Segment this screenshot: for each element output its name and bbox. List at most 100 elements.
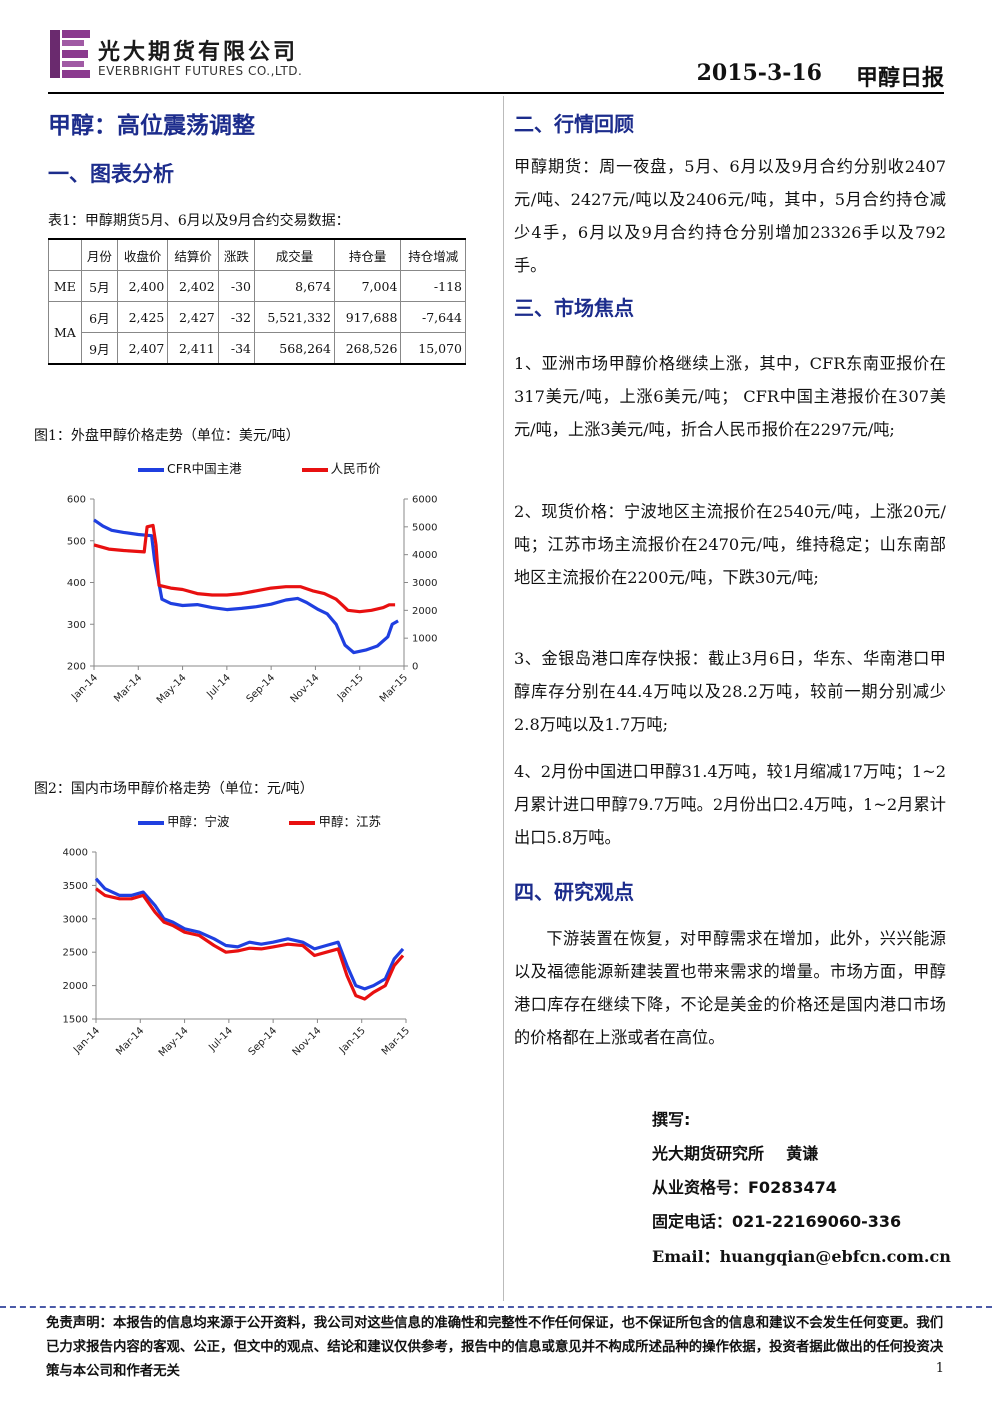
table-row: 9月 2,407 2,411 -34 568,264 268,526 15,07… xyxy=(49,332,466,365)
table-cell: 568,264 xyxy=(254,332,335,365)
x-tick-label: Mar-14 xyxy=(114,1025,146,1057)
legend-swatch xyxy=(301,467,328,472)
section-market-review: 二、行情回顾 xyxy=(514,112,634,136)
y-tick-label: 500 xyxy=(67,536,86,547)
author-org: 光大期货研究所 黄谦 xyxy=(652,1144,819,1163)
x-tick-label: Jul-14 xyxy=(206,1025,235,1054)
y-tick-label: 2000 xyxy=(63,981,88,992)
y-tick-label: 3500 xyxy=(63,881,88,892)
x-tick-label: Sep-14 xyxy=(245,672,278,705)
table-header: 收盘价 xyxy=(116,238,169,271)
series-line-blue xyxy=(94,877,405,991)
focus-item-3: 3、金银岛港口库存快报：截止3月6日，华东、华南港口甲醇库存分别在44.4万吨以… xyxy=(514,649,946,734)
author-label: 撰写: xyxy=(652,1110,691,1129)
report-name: 甲醇日报 xyxy=(855,66,944,91)
series-line-blue xyxy=(93,518,399,655)
page-number: 1 xyxy=(935,1361,944,1376)
company-name-cn: 光大期货有限公司 xyxy=(98,40,299,65)
table-cell: -7,644 xyxy=(400,301,466,333)
company-name-en: EVERBRIGHT FUTURES CO.,LTD. xyxy=(98,64,303,78)
x-tick-label: Nov-14 xyxy=(291,1025,324,1058)
table-cell: -118 xyxy=(400,270,466,302)
email-link[interactable]: Email：huangqian@ebfcn.com.cn xyxy=(652,1247,951,1266)
table-header: 涨跌 xyxy=(217,238,256,271)
header-rule xyxy=(48,92,944,94)
table-cell: 2,400 xyxy=(116,270,169,302)
table-cell: 2,411 xyxy=(167,332,219,365)
legend-swatch xyxy=(138,820,164,825)
y2-tick-label: 3000 xyxy=(412,578,437,589)
x-tick-label: Nov-14 xyxy=(289,672,322,705)
x-tick-label: Jul-14 xyxy=(204,672,233,701)
table-header: 持仓量 xyxy=(333,238,402,271)
table-cell: 268,526 xyxy=(333,332,402,365)
table-cell: 8,674 xyxy=(254,270,335,302)
y-tick-label: 600 xyxy=(67,495,86,506)
focus-item-4: 4、2月份中国进口甲醇31.4万吨，较1月缩减17万吨；1~2月累计进口甲醇79… xyxy=(514,762,946,847)
table-row: MA 6月 2,425 2,427 -32 5,521,332 917,688 … xyxy=(48,301,466,365)
table-header: 成交量 xyxy=(254,238,335,271)
legend-label: 甲醇：江苏 xyxy=(318,814,381,829)
x-tick-label: Mar-15 xyxy=(378,672,410,704)
footer-rule xyxy=(0,1306,992,1308)
table-caption: 表1：甲醇期货5月、6月以及9月合约交易数据： xyxy=(48,213,350,229)
group-label: MA xyxy=(48,301,82,365)
x-tick-label: May-14 xyxy=(157,1025,191,1059)
table-cell: -32 xyxy=(217,301,256,333)
table-cell: 2,425 xyxy=(116,301,169,333)
table-cell: 2,407 xyxy=(116,332,169,365)
disclaimer: 免责声明：本报告的信息均来源于公开资料，我公司对这些信息的准确性和完整性不作任何… xyxy=(46,1316,944,1379)
table-cell: -30 xyxy=(217,270,256,302)
section-research-view: 四、研究观点 xyxy=(514,880,634,904)
y-tick-label: 2500 xyxy=(63,948,88,959)
table-cell: 917,688 xyxy=(333,301,402,333)
y2-tick-label: 5000 xyxy=(412,522,437,533)
x-tick-label: Mar-14 xyxy=(112,672,144,704)
table-cell: 2,402 xyxy=(167,270,219,302)
x-tick-label: Jan-14 xyxy=(69,672,100,703)
x-tick-label: Jan-15 xyxy=(337,1025,368,1056)
x-tick-label: Jan-15 xyxy=(335,672,366,703)
y2-tick-label: 2000 xyxy=(412,606,437,617)
table-cell: 7,004 xyxy=(333,270,402,302)
phone-number: 固定电话：021-22169060-336 xyxy=(652,1212,902,1231)
view-paragraph: 下游装置在恢复，对甲醇需求在增加，此外，兴兴能源以及福德能源新建装置也带来需求的… xyxy=(514,929,946,1047)
legend-label: 人民币价 xyxy=(330,461,381,476)
table-header-row: 月份 收盘价 结算价 涨跌 成交量 持仓量 持仓增减 xyxy=(48,238,466,271)
y2-tick-label: 1000 xyxy=(412,634,437,645)
table-header: 月份 xyxy=(80,238,118,271)
y-tick-label: 300 xyxy=(67,620,86,631)
figure2-legend: 甲醇：宁波 甲醇：江苏 xyxy=(138,811,381,830)
group-label: ME xyxy=(48,270,82,302)
y-tick-label: 400 xyxy=(67,578,86,589)
report-title: 甲醇：高位震荡调整 xyxy=(48,112,255,139)
table-cell: 6月 xyxy=(80,301,118,333)
focus-item-2: 2、现货价格：宁波地区主流报价在2540元/吨，上涨20元/吨；江苏市场主流报价… xyxy=(514,502,946,587)
y2-tick-label: 6000 xyxy=(412,495,437,506)
section-market-focus: 三、市场焦点 xyxy=(514,296,634,320)
contract-data-table: 月份 收盘价 结算价 涨跌 成交量 持仓量 持仓增减 ME 5月 2,400 2… xyxy=(48,238,466,365)
table-cell: 5月 xyxy=(80,270,118,302)
table-cell: -34 xyxy=(217,332,256,365)
everbright-logo xyxy=(50,30,90,78)
table-header: 持仓增减 xyxy=(400,238,466,271)
series-line-red xyxy=(95,887,405,1001)
y2-tick-label: 4000 xyxy=(412,550,437,561)
legend-swatch xyxy=(138,467,164,472)
column-divider xyxy=(503,96,504,1301)
x-tick-label: Mar-15 xyxy=(380,1025,412,1057)
table-row: ME 5月 2,400 2,402 -30 8,674 7,004 -118 xyxy=(48,270,466,302)
review-paragraph: 甲醇期货：周一夜盘，5月、6月以及9月合约分别收2407元/吨、2427元/吨以… xyxy=(514,157,946,275)
license-number: 从业资格号：F0283474 xyxy=(652,1178,837,1197)
section-chart-analysis: 一、图表分析 xyxy=(48,161,174,186)
y2-tick-label: 0 xyxy=(412,662,418,673)
x-tick-label: Jan-14 xyxy=(71,1025,102,1056)
y-tick-label: 1500 xyxy=(63,1015,88,1026)
series-line-red xyxy=(93,523,396,614)
table-cell: 5,521,332 xyxy=(254,301,335,333)
table-cell: 9月 xyxy=(80,332,118,365)
y-tick-label: 200 xyxy=(67,662,86,673)
report-date: 2015-3-16 xyxy=(696,60,822,86)
table-cell: 2,427 xyxy=(167,301,219,333)
